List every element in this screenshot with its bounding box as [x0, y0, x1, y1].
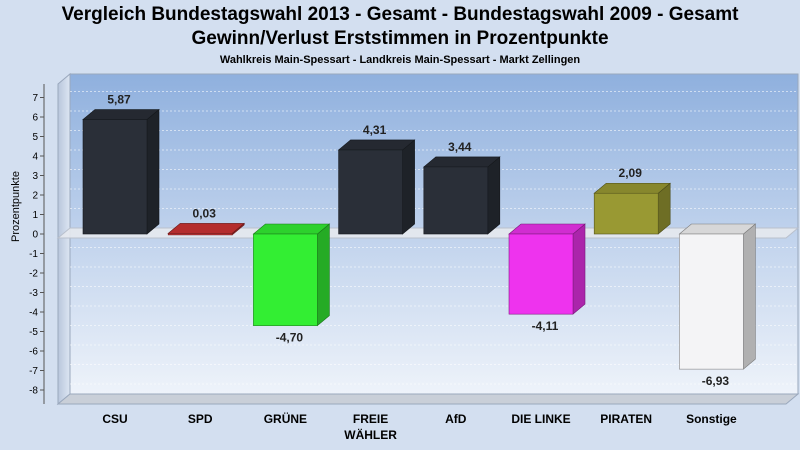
x-tick-label: FREIE — [353, 412, 388, 426]
bar-sonstige — [679, 224, 755, 369]
bar-front — [253, 234, 317, 326]
bar-front — [168, 233, 232, 235]
bar-top — [509, 224, 585, 234]
bar-grüne — [253, 224, 329, 326]
bar-side — [573, 224, 585, 314]
y-tick-label: 0 — [32, 230, 38, 241]
data-label: 5,87 — [107, 93, 131, 107]
x-tick-label: AfD — [445, 412, 467, 426]
bar-top — [168, 223, 244, 233]
bar-side — [147, 110, 159, 234]
bar-front — [83, 120, 147, 234]
y-tick-label: -4 — [29, 308, 38, 319]
bar-side — [403, 140, 415, 234]
x-tick-label: GRÜNE — [264, 411, 307, 426]
y-tick-label: -2 — [29, 269, 38, 280]
bar-chart: 7 6 5 4 3 2 1 0 -1 -2 -3 -4 -5 -6 -7 -8 5,87 0,03 -4,70 4,… — [0, 0, 800, 450]
bar-freie — [339, 140, 415, 234]
x-tick-label: CSU — [102, 412, 127, 426]
data-label: -4,11 — [532, 319, 559, 333]
bar-top — [253, 224, 329, 234]
x-tick-label: Sonstige — [686, 412, 737, 426]
y-tick-label: 2 — [32, 191, 38, 202]
bar-csu — [83, 110, 159, 234]
bar-front — [424, 167, 488, 234]
y-tick-label: 1 — [32, 210, 38, 221]
bar-top — [594, 183, 670, 193]
x-tick-label: DIE LINKE — [511, 412, 570, 426]
y-tick-label: 3 — [32, 171, 38, 182]
data-label: 3,44 — [448, 140, 472, 154]
bar-side — [488, 157, 500, 234]
y-tick-label: 5 — [32, 132, 38, 143]
bar-afd — [424, 157, 500, 234]
x-tick-label: WÄHLER — [344, 427, 397, 442]
bar-top — [339, 140, 415, 150]
plot-left-wall — [58, 74, 70, 404]
y-tick-label: -3 — [29, 288, 38, 299]
y-tick-label: -8 — [29, 386, 38, 397]
bar-front — [509, 234, 573, 314]
data-label: 2,09 — [619, 166, 643, 180]
bar-side — [743, 224, 755, 369]
bar-side — [317, 224, 329, 326]
bar-die-linke — [509, 224, 585, 314]
bar-top — [83, 110, 159, 120]
bar-top — [424, 157, 500, 167]
bar-spd — [168, 223, 244, 235]
y-tick-label: 6 — [32, 113, 38, 124]
bar-front — [679, 234, 743, 369]
bar-front — [594, 193, 658, 234]
x-tick-label: SPD — [188, 412, 213, 426]
data-label: -4,70 — [276, 331, 304, 345]
x-tick-label: PIRATEN — [600, 412, 652, 426]
data-label: -6,93 — [702, 374, 730, 388]
data-label: 0,03 — [193, 206, 217, 220]
y-tick-label: -7 — [29, 366, 38, 377]
y-tick-label: -5 — [29, 327, 38, 338]
y-tick-label: -6 — [29, 347, 38, 358]
bar-piraten — [594, 183, 670, 234]
y-tick-label: -1 — [29, 249, 38, 260]
plot-floor — [58, 394, 798, 404]
data-label: 4,31 — [363, 123, 387, 137]
bar-front — [339, 150, 403, 234]
bar-top — [679, 224, 755, 234]
y-tick-label: 4 — [32, 152, 38, 163]
y-tick-label: 7 — [32, 93, 38, 104]
